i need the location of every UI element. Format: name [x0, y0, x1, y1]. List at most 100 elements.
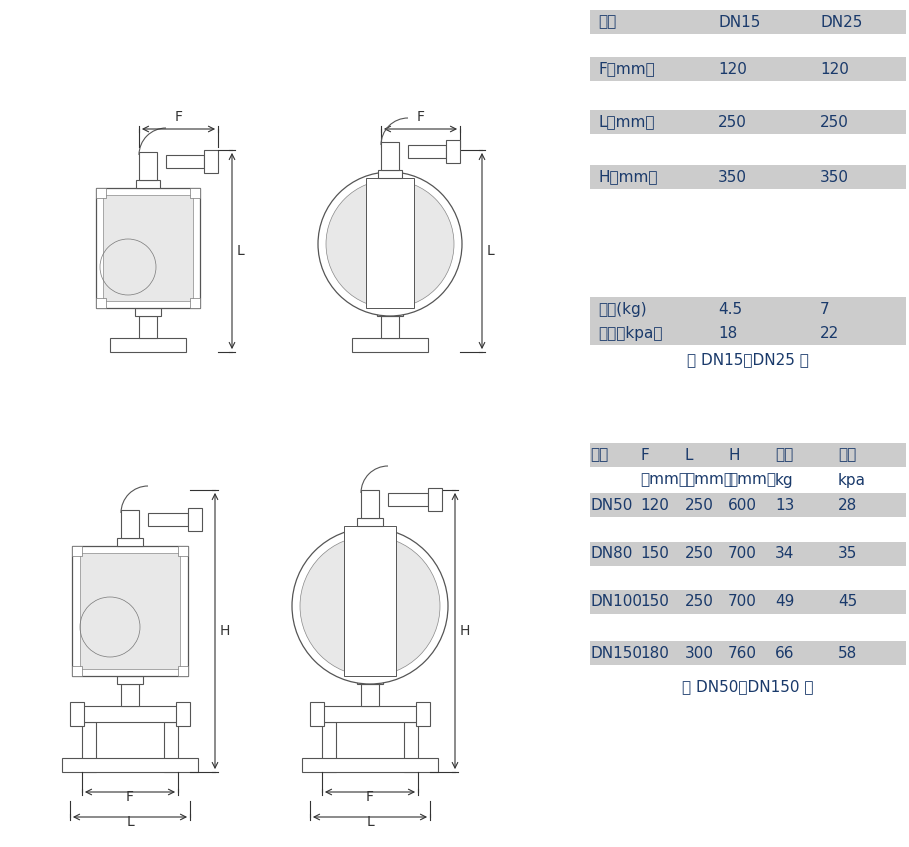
Text: 压损（kpa）: 压损（kpa） [598, 325, 663, 340]
Text: 49: 49 [775, 595, 794, 610]
Text: 22: 22 [820, 325, 839, 340]
Bar [322, 706, 418, 722]
Bar [357, 518, 383, 526]
Bar [377, 308, 403, 316]
Bar [62, 758, 198, 772]
Text: （ DN15～DN25 ）: （ DN15～DN25 ） [687, 352, 809, 368]
Bar [82, 706, 178, 722]
Bar [136, 180, 160, 188]
Text: DN50: DN50 [590, 497, 633, 512]
Bar [139, 316, 157, 338]
Text: 28: 28 [838, 497, 857, 512]
Bar [121, 510, 139, 538]
Text: H: H [460, 624, 470, 638]
Bar [590, 297, 906, 321]
Text: 250: 250 [820, 114, 849, 130]
Text: （mm）: （mm） [640, 473, 688, 488]
Bar [590, 321, 906, 345]
Text: L: L [487, 244, 494, 258]
Bar [590, 443, 906, 467]
Bar [310, 702, 324, 726]
Text: L: L [366, 815, 374, 829]
Text: L（mm）: L（mm） [598, 114, 654, 130]
Bar [188, 508, 202, 531]
Bar [404, 722, 418, 772]
Bar [416, 702, 430, 726]
Bar [70, 702, 84, 726]
Text: F: F [416, 110, 425, 124]
Text: 700: 700 [728, 546, 757, 562]
Bar [80, 553, 180, 669]
Text: （mm）: （mm） [685, 473, 733, 488]
Text: DN100: DN100 [590, 595, 642, 610]
Bar [166, 155, 204, 168]
Text: kg: kg [775, 473, 794, 488]
Text: F: F [366, 790, 374, 804]
Text: L: L [685, 447, 694, 462]
Bar [590, 110, 906, 134]
Text: 300: 300 [685, 645, 714, 661]
Bar [96, 188, 106, 198]
Bar [381, 316, 399, 338]
Bar [446, 140, 460, 163]
Text: DN25: DN25 [820, 14, 863, 30]
Bar [204, 150, 218, 173]
Circle shape [300, 536, 440, 676]
Bar [388, 493, 428, 506]
Text: 重量: 重量 [775, 447, 794, 462]
Text: F: F [640, 447, 649, 462]
Text: kpa: kpa [838, 473, 866, 488]
Text: 66: 66 [775, 645, 794, 661]
Text: F: F [126, 790, 134, 804]
Bar [590, 10, 906, 34]
Text: 700: 700 [728, 595, 757, 610]
Text: 350: 350 [718, 169, 747, 185]
Text: 180: 180 [640, 645, 669, 661]
Bar [96, 188, 200, 308]
Bar [408, 145, 446, 158]
Text: （ DN50～DN150 ）: （ DN50～DN150 ） [683, 679, 814, 695]
Text: 45: 45 [838, 595, 857, 610]
Text: 重量(kg): 重量(kg) [598, 302, 646, 317]
Text: L: L [126, 815, 134, 829]
Text: （mm）: （mm） [728, 473, 776, 488]
Bar [72, 546, 82, 556]
Text: 口径: 口径 [590, 447, 608, 462]
Text: 120: 120 [718, 62, 747, 76]
Bar [139, 152, 157, 180]
Bar [302, 758, 438, 772]
Text: 4.5: 4.5 [718, 302, 742, 317]
Text: DN80: DN80 [590, 546, 633, 562]
Circle shape [292, 528, 448, 684]
Bar [590, 165, 906, 189]
Bar [322, 722, 336, 772]
Text: 250: 250 [685, 497, 714, 512]
Text: H（mm）: H（mm） [598, 169, 657, 185]
Bar [178, 666, 188, 676]
Bar [590, 542, 906, 566]
Text: 58: 58 [838, 645, 857, 661]
Text: 120: 120 [820, 62, 849, 76]
Text: 150: 150 [640, 546, 669, 562]
Bar [590, 641, 906, 665]
Text: F: F [175, 110, 183, 124]
Text: 250: 250 [685, 595, 714, 610]
Bar [190, 298, 200, 308]
Text: 34: 34 [775, 546, 794, 562]
Text: 760: 760 [728, 645, 757, 661]
Text: 250: 250 [685, 546, 714, 562]
Bar [121, 684, 139, 706]
Text: 600: 600 [728, 497, 757, 512]
Bar [117, 538, 143, 546]
Bar [378, 170, 402, 178]
Bar [176, 702, 190, 726]
Bar [82, 722, 96, 772]
Bar [135, 308, 161, 316]
Bar [72, 666, 82, 676]
Text: 35: 35 [838, 546, 857, 562]
Text: H: H [728, 447, 740, 462]
Bar [117, 676, 143, 684]
Text: DN150: DN150 [590, 645, 642, 661]
Text: 13: 13 [775, 497, 794, 512]
Bar [428, 488, 442, 511]
